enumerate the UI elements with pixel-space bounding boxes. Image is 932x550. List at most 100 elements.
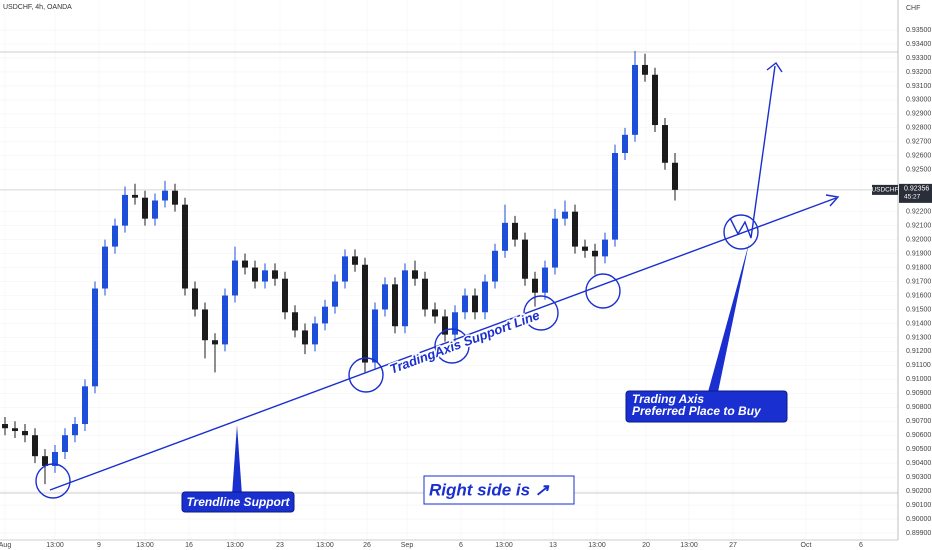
y-tick-label: 0.90400 xyxy=(906,460,931,467)
price-axis xyxy=(898,0,932,550)
candle-body xyxy=(572,211,578,247)
x-tick-label: 13:00 xyxy=(46,542,64,549)
x-tick-label: 13 xyxy=(549,542,557,549)
x-tick-label: 13:00 xyxy=(226,542,244,549)
candle-body xyxy=(432,309,438,317)
candle-body xyxy=(622,134,628,153)
candle-body xyxy=(492,250,498,282)
candle-body xyxy=(472,295,478,313)
y-tick-label: 0.91700 xyxy=(906,278,931,285)
symbol-tag-text: USDCHF xyxy=(871,187,898,194)
y-tick-label: 0.91300 xyxy=(906,334,931,341)
candle-body xyxy=(112,225,118,247)
candle-body xyxy=(122,194,128,226)
y-tick-label: 0.92700 xyxy=(906,139,931,146)
y-tick-label: 0.93000 xyxy=(906,97,931,104)
candle-body xyxy=(292,312,298,331)
y-tick-label: 0.92200 xyxy=(906,209,931,216)
candle-body xyxy=(502,222,508,251)
candle-body xyxy=(222,295,228,345)
x-tick-label: 9 xyxy=(97,542,101,549)
y-tick-label: 0.91500 xyxy=(906,306,931,313)
callout-pointer xyxy=(232,425,242,495)
candle-body xyxy=(612,152,618,240)
candles xyxy=(2,50,678,485)
candle-body xyxy=(312,323,318,345)
y-tick-label: 0.93300 xyxy=(906,55,931,62)
y-tick-label: 0.93400 xyxy=(906,41,931,48)
candle-body xyxy=(482,281,488,313)
note-box xyxy=(423,475,575,505)
grid xyxy=(0,0,898,540)
candle-body xyxy=(272,270,278,279)
candle-body xyxy=(212,340,218,345)
candle-body xyxy=(232,260,238,296)
x-tick-label: Oct xyxy=(801,542,812,549)
y-tick-label: 0.92000 xyxy=(906,236,931,243)
candle-body xyxy=(72,424,78,436)
candle-body xyxy=(92,288,98,387)
y-tick-label: 0.93500 xyxy=(906,27,931,34)
candle-body xyxy=(642,64,648,75)
candle-body xyxy=(302,330,308,345)
x-tick-label: 13:00 xyxy=(316,542,334,549)
y-tick-label: 0.90800 xyxy=(906,404,931,411)
callout-box xyxy=(625,390,788,423)
x-tick-label: 13:00 xyxy=(136,542,154,549)
arrow-head xyxy=(825,194,840,207)
y-tick-label: 0.91900 xyxy=(906,250,931,257)
y-tick-label: 0.90700 xyxy=(906,418,931,425)
candle-body xyxy=(282,278,288,313)
drawings xyxy=(35,61,840,499)
callout-text: Trading Axis xyxy=(632,392,704,406)
candle-body xyxy=(182,204,188,289)
x-tick-label: 6 xyxy=(459,542,463,549)
candle-body xyxy=(142,197,148,219)
candle-body xyxy=(252,267,258,282)
candle-body xyxy=(442,316,448,335)
candle-body xyxy=(542,267,548,293)
candle-body xyxy=(192,288,198,310)
candle-body xyxy=(362,264,368,363)
candle-body xyxy=(672,162,678,190)
x-tick-label: Sep xyxy=(401,542,414,549)
x-tick-label: 13:00 xyxy=(495,542,513,549)
countdown-text: 45:27 xyxy=(904,194,921,201)
candle-body xyxy=(402,270,408,327)
touch-circle xyxy=(585,273,621,309)
x-tick-label: 13:00 xyxy=(680,542,698,549)
touch-circle xyxy=(348,357,384,393)
candle-body xyxy=(522,239,528,279)
y-tick-label: 0.89900 xyxy=(906,530,931,537)
touch-circle xyxy=(434,328,470,364)
projection-arrow xyxy=(729,65,776,239)
y-tick-label: 0.90300 xyxy=(906,474,931,481)
candle-body xyxy=(552,218,558,268)
x-tick-label: 13:00 xyxy=(588,542,606,549)
candle-body xyxy=(82,386,88,425)
price-tag-text: 0.92356 xyxy=(904,186,929,193)
callout-text: Preferred Place to Buy xyxy=(632,404,762,418)
candle-body xyxy=(172,190,178,205)
candle-body xyxy=(512,222,518,240)
candle-body xyxy=(162,190,168,201)
price-tag xyxy=(899,183,932,203)
x-tick-label: 16 xyxy=(185,542,193,549)
x-tick-label: 20 xyxy=(642,542,650,549)
x-tick-label: 27 xyxy=(729,542,737,549)
x-tick-label: Aug xyxy=(0,542,11,549)
y-tick-label: 0.92600 xyxy=(906,153,931,160)
y-tick-label: 0.91400 xyxy=(906,320,931,327)
candle-body xyxy=(372,309,378,363)
candle-body xyxy=(352,256,358,265)
x-tick-label: 23 xyxy=(276,542,284,549)
callout-pointer xyxy=(708,243,749,392)
candle-body xyxy=(32,435,38,457)
candle-body xyxy=(152,200,158,219)
candle-body xyxy=(52,451,58,466)
y-tick-label: 0.91200 xyxy=(906,348,931,355)
symbol-tag xyxy=(872,184,898,195)
candle-body xyxy=(12,428,18,432)
